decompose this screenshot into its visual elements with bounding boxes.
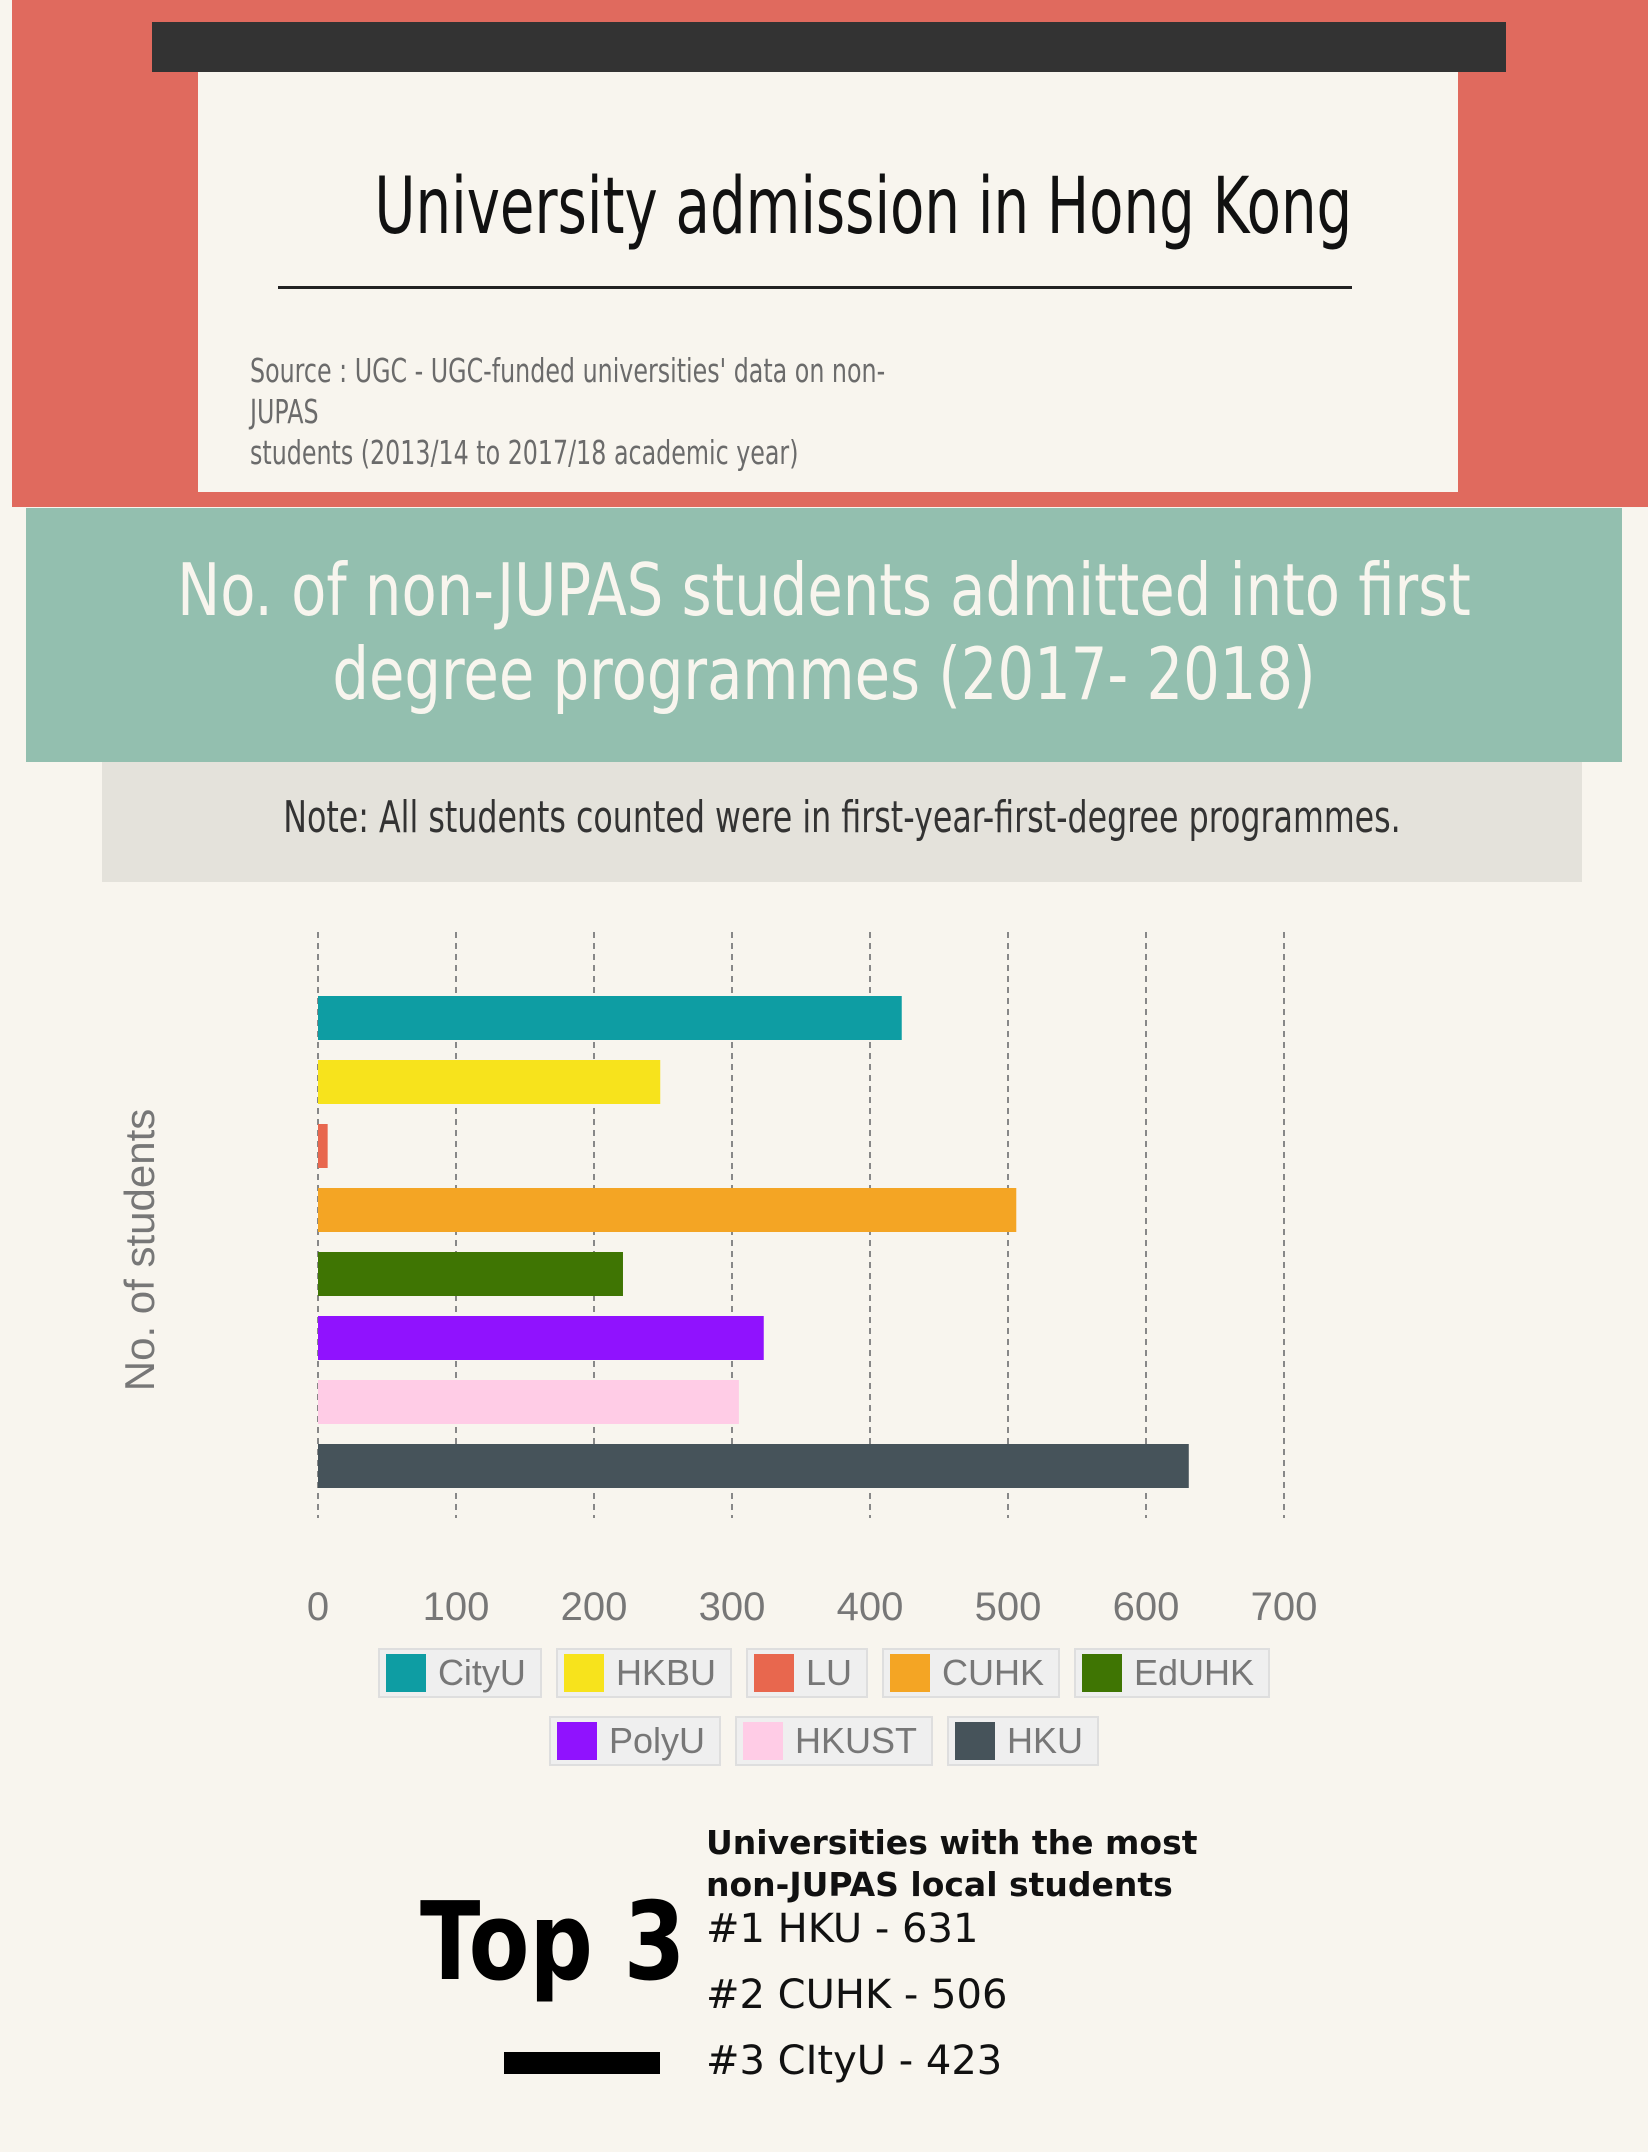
legend-swatch bbox=[385, 1654, 426, 1692]
x-tick-label: 0 bbox=[307, 1585, 329, 1629]
legend-item-hkbu: HKBU bbox=[555, 1648, 732, 1698]
legend-swatch bbox=[955, 1722, 996, 1760]
top3-underline bbox=[504, 2052, 660, 2074]
chart-title-line-2: degree programmes (2017- 2018) bbox=[332, 632, 1316, 716]
legend-item-cityu: CityU bbox=[377, 1648, 542, 1698]
legend-row-2: PolyU HKUST HKU bbox=[0, 1716, 1648, 1766]
page-title: University admission in Hong Kong bbox=[374, 162, 1353, 252]
legend-item-cuhk: CUHK bbox=[882, 1648, 1061, 1698]
top3-item: #2 CUHK - 506 bbox=[706, 1972, 1008, 2018]
y-axis-label: No. of students bbox=[116, 1108, 163, 1392]
legend-item-lu: LU bbox=[745, 1648, 868, 1698]
bar-hkbu bbox=[318, 1060, 661, 1104]
legend-label: PolyU bbox=[608, 1720, 705, 1761]
legend-swatch bbox=[890, 1654, 930, 1692]
legend-swatch bbox=[1082, 1654, 1123, 1692]
top3-heading: Universities with the most non-JUPAS loc… bbox=[706, 1822, 1306, 1906]
legend-swatch bbox=[743, 1722, 783, 1760]
bar-hkust bbox=[318, 1380, 739, 1424]
legend-swatch bbox=[556, 1722, 597, 1760]
x-tick-label: 600 bbox=[1113, 1585, 1180, 1629]
legend-item-polyu: PolyU bbox=[548, 1716, 721, 1766]
top3-label: Top 3 bbox=[420, 1880, 686, 2005]
header-bar bbox=[152, 22, 1506, 72]
header-card: University admission in Hong Kong Source… bbox=[198, 72, 1458, 492]
legend-label: HKBU bbox=[615, 1652, 716, 1693]
legend-label: HKU bbox=[1007, 1720, 1084, 1761]
subtitle-band: No. of non-JUPAS students admitted into … bbox=[26, 508, 1622, 762]
chart-title: No. of non-JUPAS students admitted into … bbox=[106, 548, 1543, 716]
top3-item: #1 HKU - 631 bbox=[706, 1906, 979, 1952]
source-text: Source : UGC - UGC-funded universities' … bbox=[250, 350, 898, 473]
chart-title-line-1: No. of non-JUPAS students admitted into … bbox=[177, 548, 1471, 632]
bar-lu bbox=[318, 1124, 328, 1168]
legend-label: HKUST bbox=[795, 1720, 918, 1761]
title-divider bbox=[278, 286, 1352, 289]
legend-label: CUHK bbox=[942, 1652, 1045, 1693]
x-tick-label: 200 bbox=[561, 1585, 628, 1629]
note-band: Note: All students counted were in first… bbox=[102, 762, 1582, 882]
note-text: Note: All students counted were in first… bbox=[283, 792, 1401, 843]
legend-item-hku: HKU bbox=[947, 1716, 1100, 1766]
bar-cityu bbox=[318, 996, 902, 1040]
bar-hku bbox=[318, 1444, 1189, 1488]
x-tick-label: 300 bbox=[699, 1585, 766, 1629]
legend-item-hkust: HKUST bbox=[735, 1716, 934, 1766]
top3-heading-line-2: non-JUPAS local students bbox=[706, 1865, 1173, 1904]
bar-eduhk bbox=[318, 1252, 623, 1296]
legend-item-eduhk: EdUHK bbox=[1074, 1648, 1271, 1698]
bar-polyu bbox=[318, 1316, 764, 1360]
x-tick-label: 100 bbox=[423, 1585, 490, 1629]
x-tick-label: 700 bbox=[1251, 1585, 1318, 1629]
legend-label: EdUHK bbox=[1134, 1652, 1255, 1693]
legend-label: LU bbox=[805, 1652, 852, 1693]
x-tick-label: 500 bbox=[975, 1585, 1042, 1629]
legend-swatch bbox=[563, 1654, 604, 1692]
bar-cuhk bbox=[318, 1188, 1017, 1232]
legend-label: CityU bbox=[437, 1652, 526, 1693]
top3-item: #3 CItyU - 423 bbox=[706, 2038, 1003, 2084]
legend-swatch bbox=[753, 1654, 794, 1692]
top3-heading-line-1: Universities with the most bbox=[706, 1823, 1198, 1862]
source-line-2: students (2013/14 to 2017/18 academic ye… bbox=[250, 433, 799, 472]
legend-row-1: CityU HKBU LU CUHK EdUHK bbox=[0, 1648, 1648, 1698]
x-tick-label: 400 bbox=[837, 1585, 904, 1629]
source-line-1: Source : UGC - UGC-funded universities' … bbox=[250, 351, 886, 431]
